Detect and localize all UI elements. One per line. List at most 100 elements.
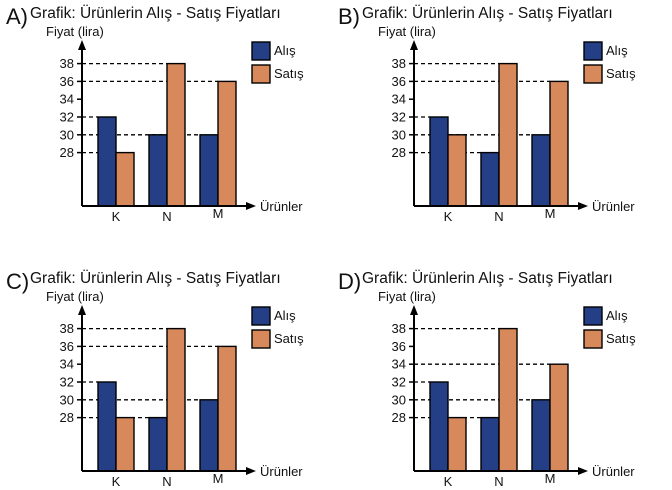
category-label-n: N: [162, 209, 171, 224]
bar-alis-m: [531, 134, 551, 207]
bar-satis-m: [217, 345, 237, 472]
y-tick-label: 36: [392, 74, 406, 89]
x-axis-label: Ürünler: [592, 199, 635, 214]
bar-satis-k: [115, 416, 135, 472]
chart-title: Grafik: Ürünlerin Alış - Satış Fiyatları: [362, 4, 613, 22]
y-tick-label: 36: [60, 74, 74, 89]
bar-satis-n: [498, 62, 518, 207]
category-label-m: M: [213, 471, 224, 486]
y-tick-label: 36: [60, 339, 74, 354]
legend-swatch-alis: [251, 306, 271, 326]
legend-swatch-satis: [583, 64, 603, 84]
chart-title: Grafik: Ürünlerin Alış - Satış Fiyatları: [30, 269, 281, 287]
y-tick-label: 28: [60, 410, 74, 425]
bar-alis-m: [531, 399, 551, 472]
option-letter: A): [6, 4, 28, 29]
bar-satis-m: [549, 363, 569, 472]
legend-label-alis: Alış: [274, 308, 296, 323]
category-label-n: N: [494, 474, 503, 489]
bar-satis-k: [115, 151, 135, 207]
y-tick-label: 38: [60, 321, 74, 336]
bar-satis-m: [217, 80, 237, 207]
x-axis-arrow-icon: [246, 467, 256, 475]
x-axis-label: Ürünler: [592, 464, 635, 479]
x-axis-arrow-icon: [578, 202, 588, 210]
chart-panel: C) Grafik: Ürünlerin Alış - Satış Fiyatla…: [6, 269, 304, 489]
bar-satis-m: [549, 80, 569, 207]
category-label-k: K: [444, 209, 453, 224]
y-tick-label: 32: [60, 110, 74, 125]
category-label-n: N: [162, 474, 171, 489]
chart-panel: A) Grafik: Ürünlerin Alış - Satış Fiyatla…: [6, 4, 304, 224]
legend-swatch-satis: [583, 329, 603, 349]
y-tick-label: 28: [392, 410, 406, 425]
category-label-k: K: [112, 474, 121, 489]
y-tick-label: 32: [60, 375, 74, 390]
legend-swatch-satis: [251, 64, 271, 84]
y-axis-label: Fiyat (lira): [46, 24, 104, 39]
bar-alis-k: [97, 116, 117, 207]
category-label-k: K: [112, 209, 121, 224]
bar-alis-n: [480, 151, 500, 207]
legend-swatch-satis: [251, 329, 271, 349]
legend-swatch-alis: [251, 41, 271, 61]
y-tick-label: 34: [60, 357, 74, 372]
y-tick-label: 30: [392, 392, 406, 407]
chart-panel: B) Grafik: Ürünlerin Alış - Satış Fiyatla…: [338, 4, 636, 224]
y-tick-label: 32: [392, 110, 406, 125]
legend-swatch-alis: [583, 306, 603, 326]
legend-swatch-alis: [583, 41, 603, 61]
bar-alis-k: [429, 381, 449, 472]
y-tick-label: 32: [392, 375, 406, 390]
y-axis-label: Fiyat (lira): [378, 24, 436, 39]
y-axis-arrow-icon: [78, 305, 86, 315]
legend-label-alis: Alış: [606, 43, 628, 58]
y-tick-label: 28: [392, 145, 406, 160]
y-axis-arrow-icon: [410, 305, 418, 315]
y-tick-label: 34: [60, 92, 74, 107]
y-tick-label: 36: [392, 339, 406, 354]
chart-title: Grafik: Ürünlerin Alış - Satış Fiyatları: [30, 4, 281, 22]
y-tick-label: 30: [392, 127, 406, 142]
x-axis-arrow-icon: [246, 202, 256, 210]
chart-panel: D) Grafik: Ürünlerin Alış - Satış Fiyatla…: [338, 269, 636, 489]
y-axis-arrow-icon: [410, 40, 418, 50]
category-label-m: M: [213, 206, 224, 221]
bar-satis-k: [447, 134, 467, 207]
bar-alis-m: [199, 399, 219, 472]
legend-label-alis: Alış: [606, 308, 628, 323]
legend-label-satis: Satış: [606, 331, 636, 346]
legend-label-satis: Satış: [606, 66, 636, 81]
y-axis-arrow-icon: [78, 40, 86, 50]
y-axis-label: Fiyat (lira): [46, 289, 104, 304]
category-label-m: M: [545, 471, 556, 486]
category-label-k: K: [444, 474, 453, 489]
x-axis-label: Ürünler: [260, 199, 303, 214]
y-tick-label: 38: [392, 56, 406, 71]
bar-alis-k: [429, 116, 449, 207]
legend-label-satis: Satış: [274, 66, 304, 81]
x-axis-arrow-icon: [578, 467, 588, 475]
y-tick-label: 30: [60, 392, 74, 407]
legend-label-alis: Alış: [274, 43, 296, 58]
y-tick-label: 38: [60, 56, 74, 71]
category-label-n: N: [494, 209, 503, 224]
option-letter: C): [6, 269, 29, 294]
category-label-m: M: [545, 206, 556, 221]
bar-alis-n: [480, 416, 500, 472]
bar-alis-m: [199, 134, 219, 207]
y-tick-label: 34: [392, 92, 406, 107]
legend-label-satis: Satış: [274, 331, 304, 346]
y-tick-label: 38: [392, 321, 406, 336]
y-tick-label: 30: [60, 127, 74, 142]
bar-alis-n: [148, 416, 168, 472]
bar-alis-n: [148, 134, 168, 207]
bar-satis-n: [498, 327, 518, 472]
x-axis-label: Ürünler: [260, 464, 303, 479]
bar-satis-n: [166, 327, 186, 472]
y-tick-label: 34: [392, 357, 406, 372]
bar-alis-k: [97, 381, 117, 472]
chart-title: Grafik: Ürünlerin Alış - Satış Fiyatları: [362, 269, 613, 287]
bar-satis-n: [166, 62, 186, 207]
